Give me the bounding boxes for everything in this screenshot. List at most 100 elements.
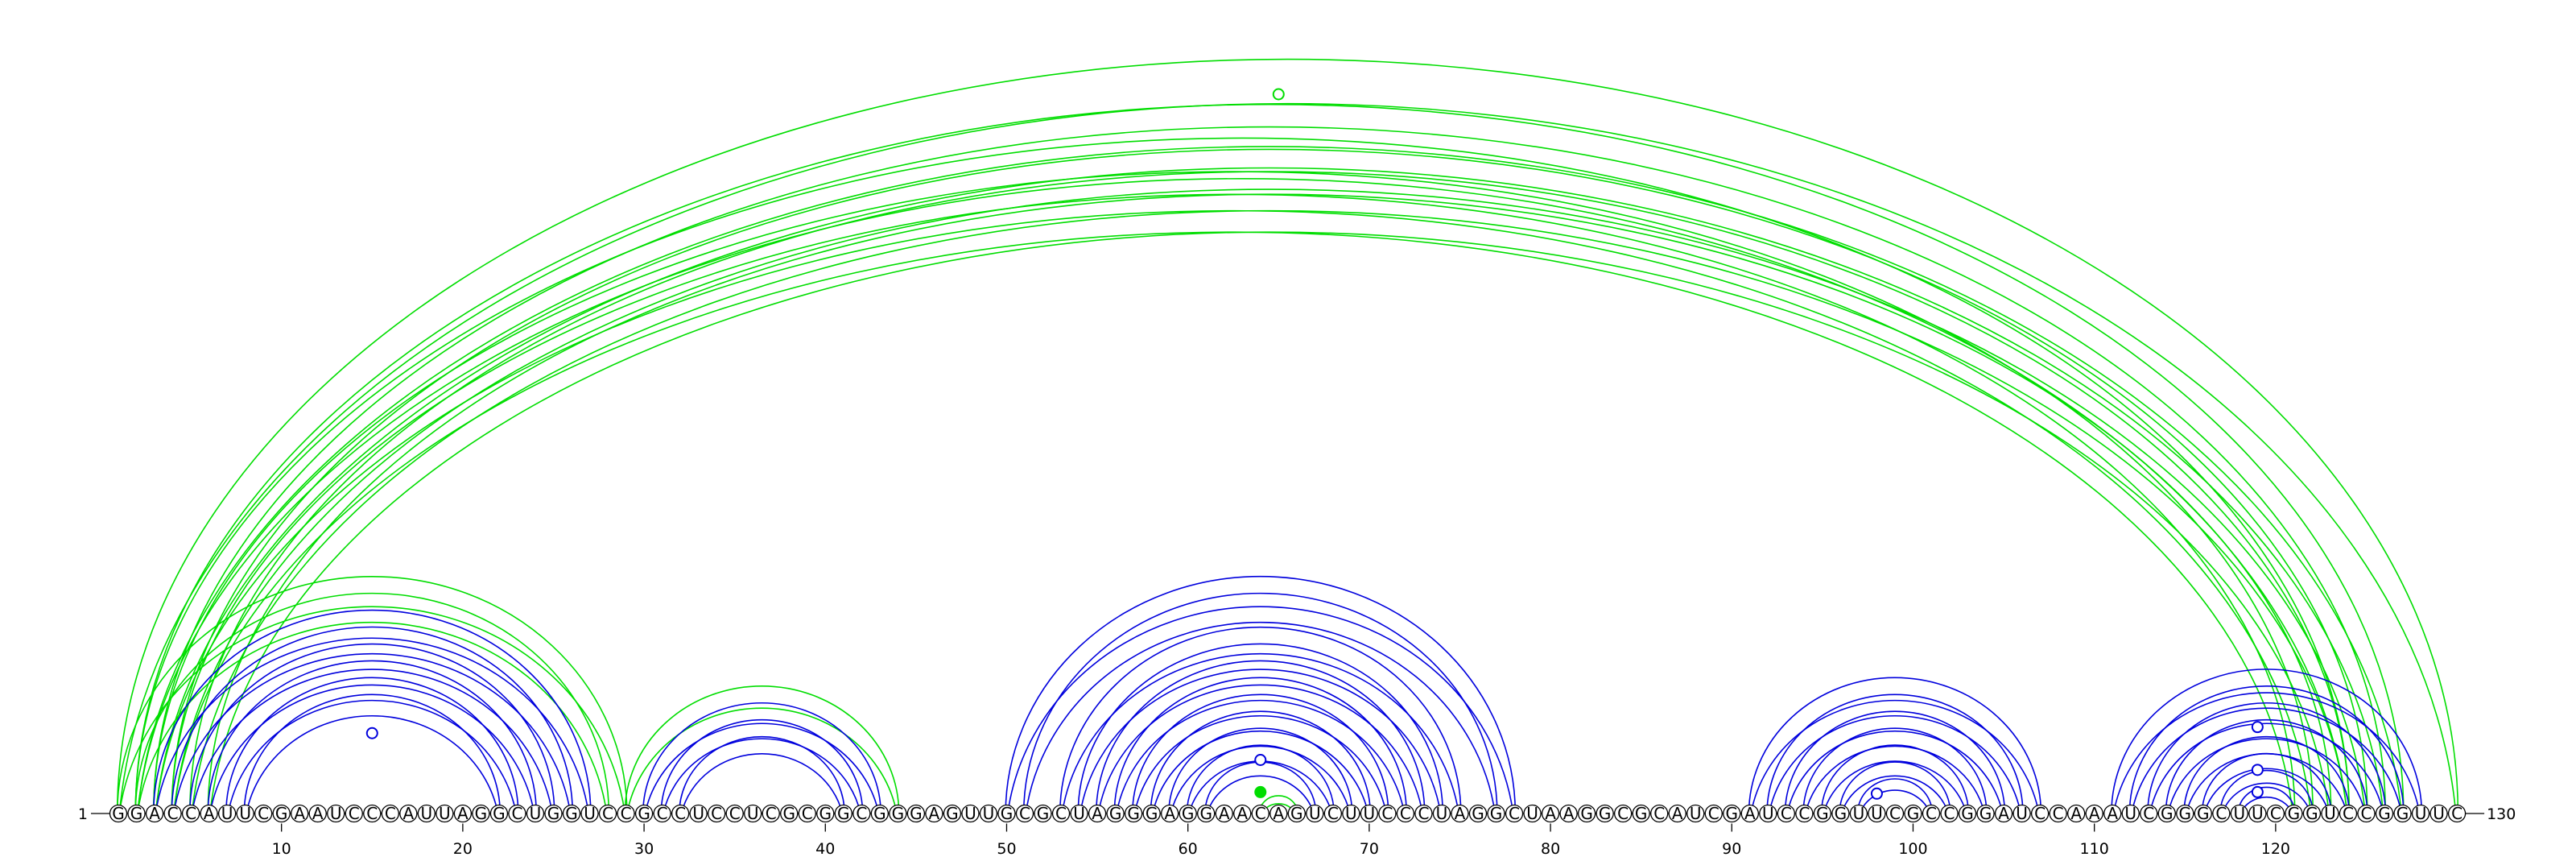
nucleotide-circle [472, 804, 490, 823]
nucleotide-letter: G [638, 804, 650, 823]
base-pair-arc [1840, 775, 1949, 814]
nucleotide-circle [200, 804, 218, 823]
nucleotide: G [1596, 804, 1614, 823]
nucleotide: A [1451, 804, 1469, 823]
nucleotide-circle [1106, 804, 1125, 823]
base-pair-arc [1168, 727, 1353, 814]
nucleotide-circle [526, 804, 545, 823]
base-pair-arc [116, 575, 628, 814]
nucleotide: G [2285, 804, 2303, 823]
nucleotide: C [725, 804, 744, 823]
nucleotide-circle [1215, 804, 1233, 823]
nucleotide-letter: G [892, 804, 905, 823]
base-pair-arc [246, 715, 499, 814]
nucleotide: G [1287, 804, 1306, 823]
nucleotide-letter: G [493, 804, 506, 823]
base-pair-arc [1750, 699, 2040, 814]
base-pair-arc [2165, 718, 2368, 814]
nucleotide-letter: U [1871, 804, 1883, 823]
nucleotide-letter: A [1672, 804, 1683, 823]
nucleotide-letter: G [112, 804, 125, 823]
base-pair-arc [188, 643, 555, 814]
nucleotide: C [852, 804, 871, 823]
nucleotide-letter: G [1635, 804, 1648, 823]
nucleotide: C [598, 804, 617, 823]
nucleotide-circle [254, 804, 273, 823]
nucleotide: U [236, 804, 254, 823]
base-pair-arc [2131, 707, 2403, 814]
nucleotide-circle [508, 804, 526, 823]
nucleotide: U [417, 804, 436, 823]
base-pair-arc [624, 685, 900, 814]
nucleotide-circle [780, 804, 799, 823]
nucleotide: A [399, 804, 418, 823]
nucleotide: A [308, 804, 327, 823]
nucleotide-letter: U [530, 804, 542, 823]
nucleotide-letter: C [2270, 804, 2281, 823]
nucleotide-circle [399, 804, 418, 823]
nucleotide-letter: C [1617, 804, 1629, 823]
arc-group-long-range-inner [134, 137, 2351, 814]
nucleotide-circle [1306, 804, 1324, 823]
nucleotide: G [1904, 804, 1922, 823]
nucleotide-letter: A [2107, 804, 2118, 823]
nucleotide: U [327, 804, 345, 823]
tick-label: 30 [634, 840, 654, 857]
nucleotide-letter: A [1273, 804, 1284, 823]
nucleotide-circle [598, 804, 617, 823]
nucleotide-circle [1994, 804, 2013, 823]
tick-label: 40 [815, 840, 835, 857]
base-pair-arc [1006, 606, 1514, 814]
nucleotide-circle [1161, 804, 1179, 823]
nucleotide: U [1849, 804, 1868, 823]
nucleotide: G [1468, 804, 1488, 823]
loop-marker [1870, 787, 1883, 800]
nucleotide-letter: C [2034, 804, 2046, 823]
base-pair-arc [152, 171, 2314, 814]
nucleotide-circle [798, 804, 816, 823]
nucleotide: U [217, 804, 237, 823]
nucleotide-letter: A [929, 804, 940, 823]
nucleotide-letter: C [2143, 804, 2154, 823]
nucleotide: G [834, 804, 852, 823]
nucleotide-circle [1650, 804, 1669, 823]
nucleotide-letter: G [1472, 804, 1484, 823]
nucleotide-letter: U [584, 804, 596, 823]
nucleotide-circle [689, 804, 708, 823]
nucleotide-letter: C [1798, 804, 1810, 823]
nucleotide-circle [1868, 804, 1886, 823]
nucleotide: U [1306, 804, 1324, 823]
nucleotide-letter: G [1146, 804, 1158, 823]
loop-marker [1254, 754, 1267, 766]
base-pair-arc [1856, 778, 1934, 814]
nucleotide: U [2013, 804, 2031, 823]
nucleotide-circle [2013, 804, 2031, 823]
base-pair-arc [2112, 692, 2421, 814]
nucleotide-circle [127, 804, 146, 823]
nucleotide-circle [1251, 804, 1269, 823]
nucleotide: U [1868, 804, 1886, 823]
nucleotide-letter: G [873, 804, 886, 823]
nucleotide: U [2321, 804, 2339, 823]
nucleotide-circle [236, 804, 254, 823]
nucleotide-circle [1451, 804, 1469, 823]
nucleotide: C [1414, 804, 1433, 823]
base-pair-arc [642, 702, 881, 814]
nucleotide-letter: C [1019, 804, 1030, 823]
nucleotide: G [1179, 804, 1197, 823]
nucleotide-circle [1976, 804, 1995, 823]
nucleotide: G [2375, 804, 2394, 823]
nucleotide-circle [2285, 804, 2303, 823]
base-pair-arc [209, 684, 535, 814]
base-pair-arc [1768, 715, 2022, 814]
nucleotide: G [1034, 804, 1052, 823]
nucleotide-letter: C [1418, 804, 1429, 823]
nucleotide-letter: A [1219, 804, 1230, 823]
base-pair-arc [155, 209, 2312, 814]
base-pair-arc [118, 102, 2457, 814]
nucleotide: C [2140, 804, 2158, 823]
base-pair-arc [1150, 710, 1371, 814]
nucleotide-letter: C [1255, 804, 1266, 823]
nucleotide-circle [852, 804, 871, 823]
loop-marker [365, 727, 378, 739]
